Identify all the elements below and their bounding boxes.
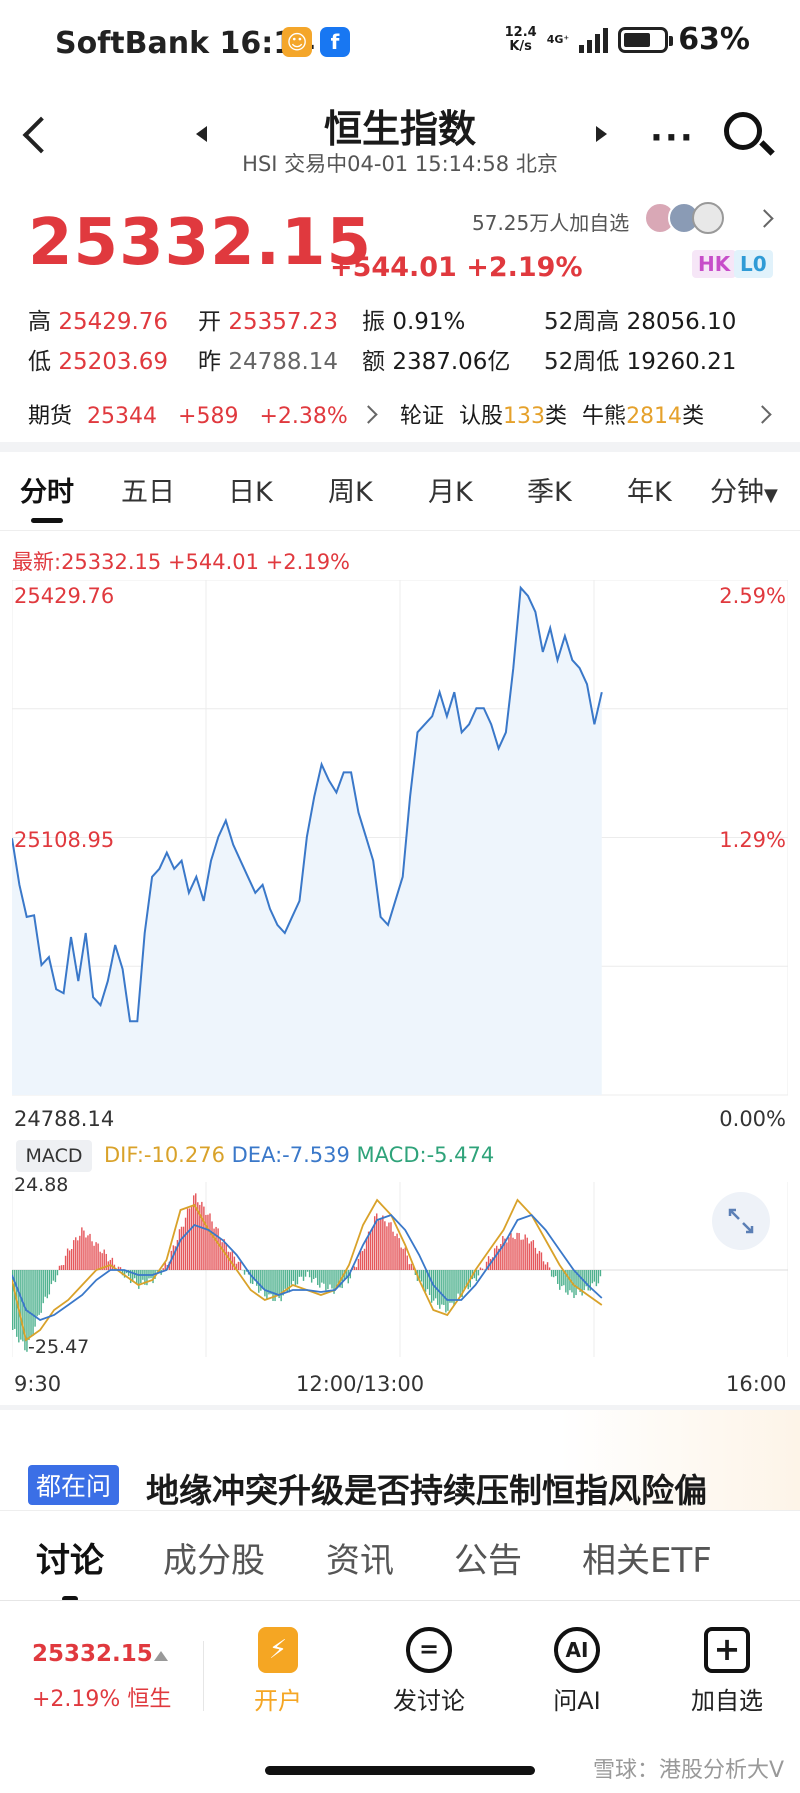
- open-account-icon[interactable]: ⚡: [258, 1627, 298, 1673]
- chart-tabs: 分时 五日 日K 周K 月K 季K 年K 分钟▼: [0, 470, 800, 530]
- trade-status: HSI 交易中04-01 15:14:58 北京: [242, 152, 558, 176]
- open-account-label[interactable]: 开户: [254, 1687, 302, 1715]
- macd-top-label: 24.88: [14, 1174, 69, 1196]
- latest-quote: 最新:25332.15 +544.01 +2.19%: [12, 550, 351, 574]
- next-index-icon[interactable]: [596, 126, 607, 142]
- network-type: 4G⁺: [546, 32, 570, 46]
- add-watch-label[interactable]: 加自选: [691, 1687, 763, 1715]
- x-mid-label: 12:00/13:00: [296, 1372, 425, 1396]
- add-watch-icon[interactable]: +: [704, 1627, 750, 1673]
- stat-turnover: 额 2387.06亿: [362, 349, 511, 375]
- tab-weekly[interactable]: 周K: [328, 477, 373, 508]
- tab-news[interactable]: 资讯: [326, 1541, 394, 1581]
- x-end-label: 16:00: [726, 1372, 787, 1396]
- tab-intraday[interactable]: 分时: [20, 470, 74, 523]
- y-mid-label: 25108.95: [14, 828, 115, 852]
- stat-52w-high: 52周高 28056.10: [544, 309, 737, 335]
- watcher-avatars[interactable]: [644, 202, 724, 234]
- tab-monthly[interactable]: 月K: [428, 477, 473, 508]
- warrants-row[interactable]: 轮证 认股133类 牛熊2814类: [400, 404, 705, 429]
- status-bar: SoftBank 16:14 ☺ f 12.4 K/s 4G⁺ 63%: [0, 0, 800, 92]
- facebook-icon: f: [320, 27, 350, 57]
- signal-icon: [579, 27, 609, 53]
- carrier-time: SoftBank 16:14: [55, 26, 315, 61]
- pct-mid-label: 1.29%: [719, 828, 786, 852]
- macd-values: DIF:-10.276 DEA:-7.539 MACD:-5.474: [104, 1143, 495, 1167]
- current-price: 25332.15: [28, 206, 373, 280]
- l0-badge: L0: [734, 250, 773, 278]
- hot-question-banner[interactable]: 都在问 地缘冲突升级是否持续压制恒指风险偏: [0, 1410, 800, 1510]
- discuss-icon[interactable]: =: [406, 1627, 452, 1673]
- home-indicator[interactable]: [265, 1766, 535, 1775]
- battery-icon: [618, 26, 674, 53]
- macd-chart[interactable]: [12, 1182, 788, 1357]
- stat-low: 低 25203.69: [28, 349, 169, 375]
- watchers-chevron-icon[interactable]: [755, 209, 774, 228]
- ask-tag: 都在问: [28, 1465, 120, 1505]
- stat-open: 开 25357.23: [198, 309, 339, 335]
- macd-bot-label: -25.47: [28, 1336, 90, 1358]
- bottom-toolbar: 25332.15 +2.19% 恒生 ⚡ 开户 = 发讨论 AI 问AI + 加…: [0, 1600, 800, 1793]
- ai-icon[interactable]: AI: [554, 1627, 600, 1673]
- page-title: 恒生指数: [323, 107, 476, 151]
- battery-percent: 63%: [678, 22, 750, 57]
- search-icon[interactable]: [724, 112, 762, 150]
- content-tabs: 讨论 成分股 资讯 公告 相关ETF: [0, 1510, 800, 1602]
- tab-constituents[interactable]: 成分股: [163, 1541, 265, 1581]
- y-top-label: 25429.76: [14, 584, 115, 608]
- indicator-selector[interactable]: MACD: [16, 1140, 92, 1172]
- futures-row[interactable]: 期货 25344 +589 +2.38%: [28, 404, 348, 429]
- tab-yearly[interactable]: 年K: [627, 477, 672, 508]
- stat-high: 高 25429.76: [28, 309, 169, 335]
- price-change: +544.01 +2.19%: [330, 252, 583, 283]
- divider: [0, 442, 800, 452]
- y-bot-label: 24788.14: [14, 1107, 115, 1131]
- tab-announcements[interactable]: 公告: [454, 1541, 522, 1581]
- tab-related-etf[interactable]: 相关ETF: [582, 1541, 712, 1581]
- more-icon[interactable]: ···: [650, 118, 695, 158]
- stat-52w-low: 52周低 19260.21: [544, 349, 737, 375]
- stat-amplitude: 振 0.91%: [362, 309, 466, 335]
- app-notification-icon: ☺: [282, 27, 312, 57]
- up-arrow-icon: [154, 1651, 168, 1661]
- ask-question[interactable]: 地缘冲突升级是否持续压制恒指风险偏: [146, 1471, 707, 1510]
- expand-icon[interactable]: [712, 1192, 770, 1250]
- net-speed: 12.4 K/s: [504, 24, 537, 54]
- prev-index-icon[interactable]: [196, 126, 207, 142]
- tab-minute[interactable]: 分钟▼: [710, 477, 778, 508]
- watchers-count[interactable]: 57.25万人加自选: [472, 211, 630, 235]
- ai-label[interactable]: 问AI: [553, 1687, 601, 1715]
- footer-change[interactable]: +2.19% 恒生: [32, 1687, 172, 1712]
- x-start-label: 9:30: [14, 1372, 62, 1396]
- warrants-chevron-icon[interactable]: [753, 405, 772, 424]
- tab-discussion[interactable]: 讨论: [36, 1533, 104, 1602]
- pct-top-label: 2.59%: [719, 584, 786, 608]
- tab-5day[interactable]: 五日: [121, 477, 175, 508]
- intraday-chart[interactable]: [12, 580, 788, 1125]
- hk-badge: HK: [692, 250, 737, 278]
- dropdown-icon: ▼: [764, 485, 778, 506]
- discuss-label[interactable]: 发讨论: [393, 1687, 465, 1715]
- pct-bot-label: 0.00%: [719, 1107, 786, 1131]
- tab-quarterly[interactable]: 季K: [527, 477, 572, 508]
- footer-price[interactable]: 25332.15: [32, 1641, 153, 1667]
- tab-daily[interactable]: 日K: [228, 477, 273, 508]
- watermark: 雪球：港股分析大V: [592, 1758, 784, 1783]
- stat-prev-close: 昨 24788.14: [198, 349, 339, 375]
- futures-chevron-icon[interactable]: [359, 405, 378, 424]
